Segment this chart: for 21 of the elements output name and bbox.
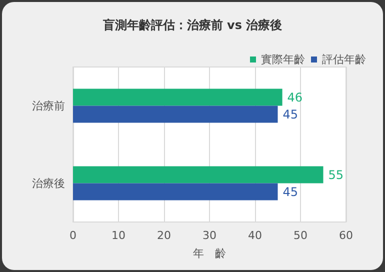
y-tick-label: 治療前 — [32, 99, 65, 112]
data-label: 55 — [328, 168, 344, 182]
x-tick-label: 60 — [339, 229, 353, 242]
x-tick-label: 10 — [112, 229, 126, 242]
x-axis-title: 年 齡 — [193, 247, 226, 260]
legend-label: 實際年齡 — [261, 53, 305, 66]
chart-title: 盲測年齡評估：治療前 vs 治療後 — [102, 18, 282, 32]
data-label: 45 — [282, 107, 298, 122]
bar — [73, 183, 278, 200]
x-tick-label: 50 — [294, 229, 308, 242]
legend-label: 評估年齡 — [322, 53, 366, 66]
x-tick-label: 40 — [248, 229, 262, 242]
data-label: 45 — [282, 184, 298, 199]
bar — [73, 88, 282, 106]
x-tick-label: 0 — [70, 229, 76, 242]
bar — [73, 166, 324, 184]
x-tick-label: 20 — [157, 229, 171, 242]
data-label: 46 — [287, 90, 303, 104]
bar — [73, 106, 278, 123]
y-tick-label: 治療後 — [32, 176, 65, 190]
x-tick-label: 30 — [202, 229, 216, 242]
